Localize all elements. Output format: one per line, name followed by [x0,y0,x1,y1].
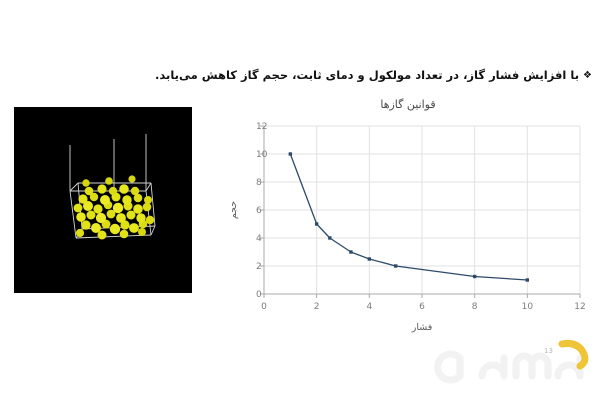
data-point-marker [288,152,293,156]
x-tick-label: 6 [419,302,425,312]
gas-simulation-image [14,107,192,293]
y-tick-label: 4 [256,234,262,244]
x-tick-label: 0 [261,302,267,312]
gama-watermark [430,338,590,396]
data-point-marker [525,278,530,282]
x-tick-label: 8 [472,302,478,312]
data-point-marker [314,222,319,226]
y-tick-label: 12 [256,122,267,132]
data-point-marker [472,274,477,279]
chart-data-markers [288,152,530,282]
data-point-marker [328,236,332,240]
chart-series-line [289,153,528,281]
data-point-marker [393,264,398,268]
gas-simulation-graphic [14,107,192,293]
slide-bullet-text: با افزایش فشار گاز، در تعداد مولکول و دم… [154,68,580,82]
chart-title: قوانین گازها [380,98,436,111]
gama-logo-icon [434,340,589,384]
y-tick-label: 8 [256,178,262,188]
data-point-marker [349,250,353,254]
y-tick-label: 10 [256,150,268,160]
gas-laws-chart: قوانین گازها 0 2 4 6 8 10 12 0 2 4 6 8 10 12 فشار حجم [222,98,594,338]
bullet-diamond-icon: ❖ [583,70,592,81]
chart-tick-labels: 0 2 4 6 8 10 12 0 2 4 6 8 10 12 [256,122,586,312]
x-tick-label: 10 [522,302,534,312]
page-number: 13 [544,347,553,355]
y-tick-label: 0 [256,290,262,300]
x-tick-label: 2 [314,302,320,312]
slide-bullet-line: ❖با افزایش فشار گاز، در تعداد مولکول و د… [8,68,592,84]
chart-plot-svg: 0 2 4 6 8 10 12 0 2 4 6 8 10 12 فشار حجم [228,122,586,333]
data-point-marker [367,257,372,261]
x-tick-label: 12 [574,302,585,312]
gas-molecules [73,175,155,240]
chart-axes [260,125,581,298]
chart-x-axis-title: فشار [411,322,433,333]
y-tick-label: 2 [256,262,262,272]
y-tick-label: 6 [256,206,262,216]
chart-y-axis-title: حجم [228,201,239,219]
x-tick-label: 4 [366,302,372,312]
